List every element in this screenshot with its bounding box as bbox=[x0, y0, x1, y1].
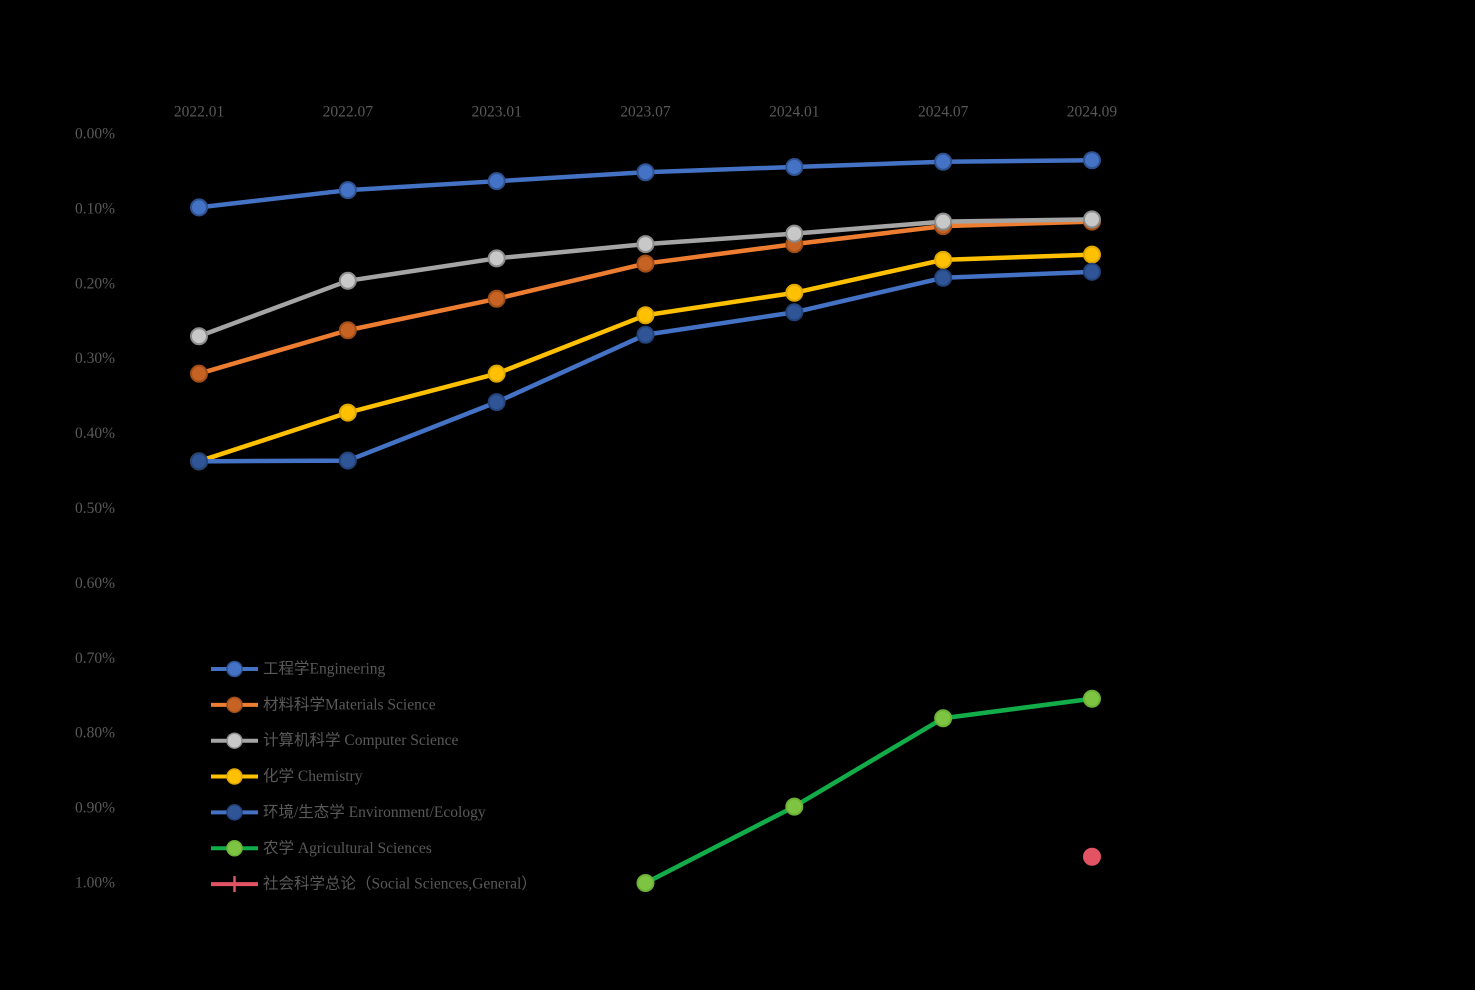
data-point-marker bbox=[487, 289, 506, 308]
legend-circle-marker bbox=[226, 768, 243, 785]
legend-item: 计算机科学 Computer Science bbox=[211, 730, 459, 749]
y-tick-label: 0.50% bbox=[75, 500, 115, 517]
data-point-marker bbox=[785, 303, 804, 322]
data-point-marker bbox=[338, 271, 357, 290]
data-point-marker bbox=[636, 254, 655, 273]
x-tick-label: 2024.01 bbox=[769, 104, 819, 121]
y-tick-label: 0.60% bbox=[75, 575, 115, 592]
data-point-marker bbox=[487, 393, 506, 412]
legend-item: 环境/生态学 Environment/Ecology bbox=[211, 802, 486, 821]
series-农学 Agricultural Sciences bbox=[636, 689, 1101, 892]
y-tick-label: 0.20% bbox=[75, 275, 115, 292]
data-point-marker bbox=[785, 797, 804, 816]
y-tick-label: 0.80% bbox=[75, 725, 115, 742]
y-tick-label: 0.70% bbox=[75, 650, 115, 667]
data-point-marker bbox=[338, 181, 357, 200]
series-社会科学总论（Social Sciences,General） bbox=[1082, 847, 1101, 866]
legend-circle-marker bbox=[226, 732, 243, 749]
y-tick-label: 0.10% bbox=[75, 200, 115, 217]
legend-circle-marker bbox=[226, 660, 243, 678]
data-point-marker bbox=[785, 224, 804, 243]
x-axis-tick-labels: 2022.01 2022.07 2023.01 2023.07 2024.01 2024.… bbox=[174, 104, 1118, 121]
legend-label: 化学 Chemistry bbox=[263, 767, 363, 785]
y-tick-label: 1.00% bbox=[75, 875, 115, 892]
data-point-marker bbox=[934, 212, 953, 231]
data-point-marker bbox=[1082, 210, 1101, 229]
y-tick-label: 0.30% bbox=[75, 350, 115, 367]
legend-circle-marker bbox=[226, 804, 243, 821]
data-point-marker bbox=[1082, 689, 1101, 708]
data-point-marker bbox=[785, 283, 804, 302]
legend-item: 农学 Agricultural Sciences bbox=[211, 839, 432, 857]
x-tick-label: 2022.01 bbox=[174, 104, 224, 121]
legend-item: 材料科学Materials Science bbox=[211, 695, 436, 713]
data-point-marker bbox=[636, 163, 655, 182]
data-point-marker bbox=[338, 403, 357, 422]
x-tick-label: 2023.01 bbox=[471, 104, 521, 121]
data-point-marker bbox=[636, 325, 655, 344]
legend-item: 化学 Chemistry bbox=[211, 767, 363, 785]
legend-label: 环境/生态学 Environment/Ecology bbox=[263, 802, 486, 821]
data-point-marker bbox=[190, 364, 208, 383]
legend-label: 材料科学Materials Science bbox=[263, 695, 436, 713]
series-line bbox=[196, 269, 1095, 464]
legend-item: 工程学Engineering bbox=[211, 660, 386, 678]
data-point-marker bbox=[1082, 245, 1101, 264]
series-环境/生态学 Environment/Ecology bbox=[190, 262, 1101, 471]
legend-circle-marker bbox=[226, 696, 243, 714]
legend-item: 社会科学总论（Social Sciences,General） bbox=[211, 875, 537, 893]
data-point-marker bbox=[934, 709, 953, 728]
series-line bbox=[643, 696, 1095, 886]
data-point-marker bbox=[487, 172, 506, 191]
series-工程学Engineering bbox=[190, 151, 1101, 217]
data-point-marker bbox=[338, 451, 357, 470]
data-point-marker bbox=[636, 306, 655, 325]
series-计算机科学 Computer Science bbox=[190, 210, 1101, 346]
y-tick-label: 0.40% bbox=[75, 425, 115, 442]
data-point-marker bbox=[934, 152, 953, 171]
chart-legend: 工程学Engineering 材料科学Materials Science 计算机科学… bbox=[211, 660, 537, 893]
y-tick-label: 0.00% bbox=[75, 126, 115, 143]
data-point-marker bbox=[1082, 151, 1101, 170]
data-point-marker bbox=[487, 364, 506, 383]
data-point-marker bbox=[338, 321, 357, 340]
legend-label: 计算机科学 Computer Science bbox=[263, 730, 459, 749]
data-point-marker bbox=[785, 157, 804, 176]
series-化学 Chemistry bbox=[190, 245, 1101, 471]
data-point-marker bbox=[1082, 847, 1101, 866]
y-axis-tick-labels: 0.00% 0.10% 0.20% 0.30% 0.40% 0.50% 0.60% 0.70%… bbox=[75, 126, 115, 892]
data-point-marker bbox=[190, 198, 208, 217]
data-point-marker bbox=[636, 235, 655, 254]
data-point-marker bbox=[190, 327, 208, 346]
data-point-marker bbox=[1082, 262, 1101, 281]
y-tick-label: 0.90% bbox=[75, 800, 115, 817]
legend-circle-marker bbox=[226, 840, 243, 857]
x-tick-label: 2024.09 bbox=[1067, 104, 1118, 121]
data-point-marker bbox=[636, 874, 655, 892]
chart-series bbox=[190, 151, 1101, 892]
legend-label: 工程学Engineering bbox=[263, 660, 386, 678]
legend-label: 社会科学总论（Social Sciences,General） bbox=[263, 875, 537, 893]
data-point-marker bbox=[190, 452, 208, 471]
legend-label: 农学 Agricultural Sciences bbox=[263, 839, 432, 857]
x-tick-label: 2022.07 bbox=[323, 104, 374, 121]
data-point-marker bbox=[487, 249, 506, 268]
x-tick-label: 2023.07 bbox=[620, 104, 671, 121]
data-point-marker bbox=[934, 250, 953, 269]
x-tick-label: 2024.07 bbox=[918, 104, 969, 121]
data-point-marker bbox=[934, 268, 953, 287]
